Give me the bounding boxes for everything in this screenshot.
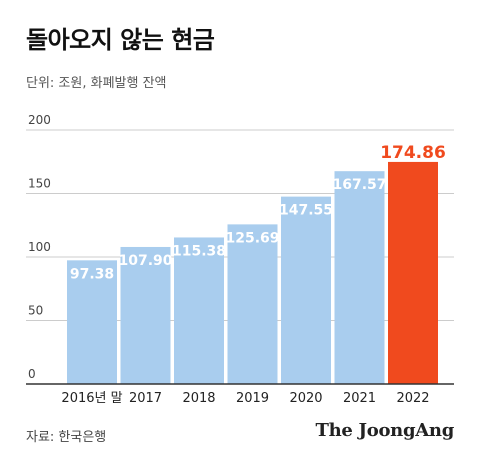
x-tick-label: 2016년 말 [61, 391, 122, 406]
y-tick-label: 150 [28, 177, 51, 191]
y-tick-label: 200 [28, 113, 51, 127]
bar [334, 171, 385, 384]
chart-title: 돌아오지 않는 현금 [26, 26, 215, 54]
y-tick-label: 50 [28, 304, 43, 318]
source-note: 자료: 한국은행 [26, 430, 107, 445]
x-tick-label: 2018 [182, 391, 215, 406]
bar [227, 224, 278, 384]
bar [67, 260, 117, 384]
bar-value-label: 147.55 [279, 203, 333, 219]
x-tick-label: 2019 [236, 391, 269, 406]
y-tick-label: 100 [28, 240, 51, 254]
bar-value-label: 125.69 [225, 230, 279, 246]
x-tick-label: 2021 [343, 391, 376, 406]
x-tick-label: 2020 [289, 391, 322, 406]
bar-value-label: 174.86 [380, 143, 446, 163]
y-tick-label: 0 [28, 367, 36, 381]
bar-highlight [388, 161, 438, 384]
bar [174, 237, 224, 384]
x-tick-label: 2017 [129, 391, 162, 406]
x-tick-label: 2022 [396, 391, 429, 406]
unit-note: 단위: 조원, 화폐발행 잔액 [26, 76, 167, 91]
bar-value-label: 167.57 [332, 177, 386, 193]
bar-value-label: 115.38 [172, 243, 226, 259]
bar-value-label: 97.38 [70, 266, 114, 282]
bar [281, 196, 331, 384]
publisher-logo: The JoongAng [315, 420, 455, 441]
bar-value-label: 107.90 [118, 253, 172, 269]
bar [120, 246, 171, 384]
